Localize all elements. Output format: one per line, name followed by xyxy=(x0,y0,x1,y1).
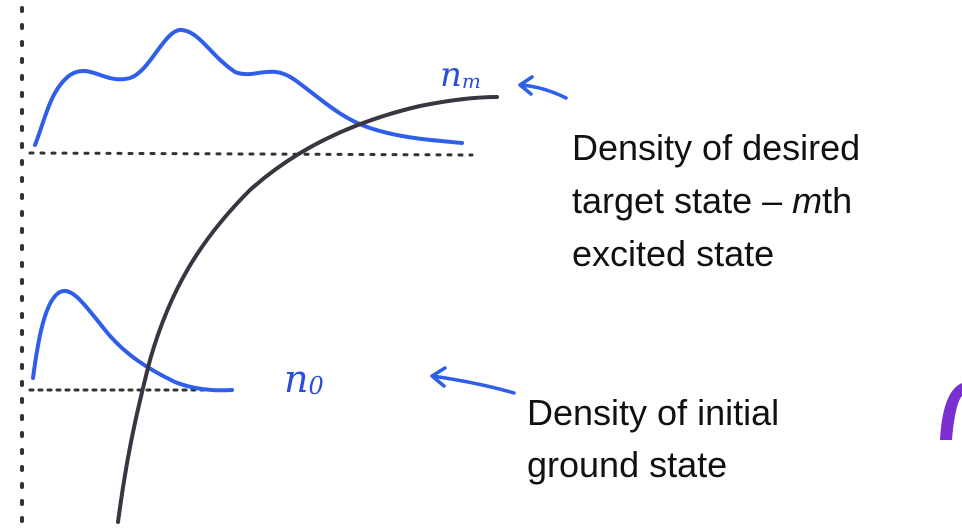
annotation-line: excited state xyxy=(572,233,774,274)
text: excited state xyxy=(572,233,774,274)
annotation-line: ground state xyxy=(527,444,727,485)
text: Density of desired xyxy=(572,127,860,168)
annotation-line: target state – mth xyxy=(572,180,852,221)
text: Density of initial xyxy=(527,392,779,433)
diagram: nm n0 Density of desired target state – … xyxy=(0,0,962,529)
text: m xyxy=(792,180,822,221)
annotation-line: Density of desired xyxy=(572,127,860,168)
arrow xyxy=(520,77,566,98)
symbol: n xyxy=(284,357,308,401)
potential-curve xyxy=(118,97,497,522)
text: target state – xyxy=(572,180,792,221)
target-density-curve xyxy=(35,30,462,145)
curve-label: n0 xyxy=(284,357,324,401)
decoration xyxy=(940,383,962,440)
subscript: 0 xyxy=(308,372,323,400)
symbol: n xyxy=(440,55,462,95)
upper-baseline xyxy=(30,153,472,155)
text: th xyxy=(822,180,852,221)
annotation-line: Density of initial xyxy=(527,392,779,433)
text: ground state xyxy=(527,444,727,485)
subscript: m xyxy=(462,69,481,93)
ground-density-curve xyxy=(33,291,232,390)
curve-label: nm xyxy=(440,55,481,95)
arrow xyxy=(432,368,514,393)
